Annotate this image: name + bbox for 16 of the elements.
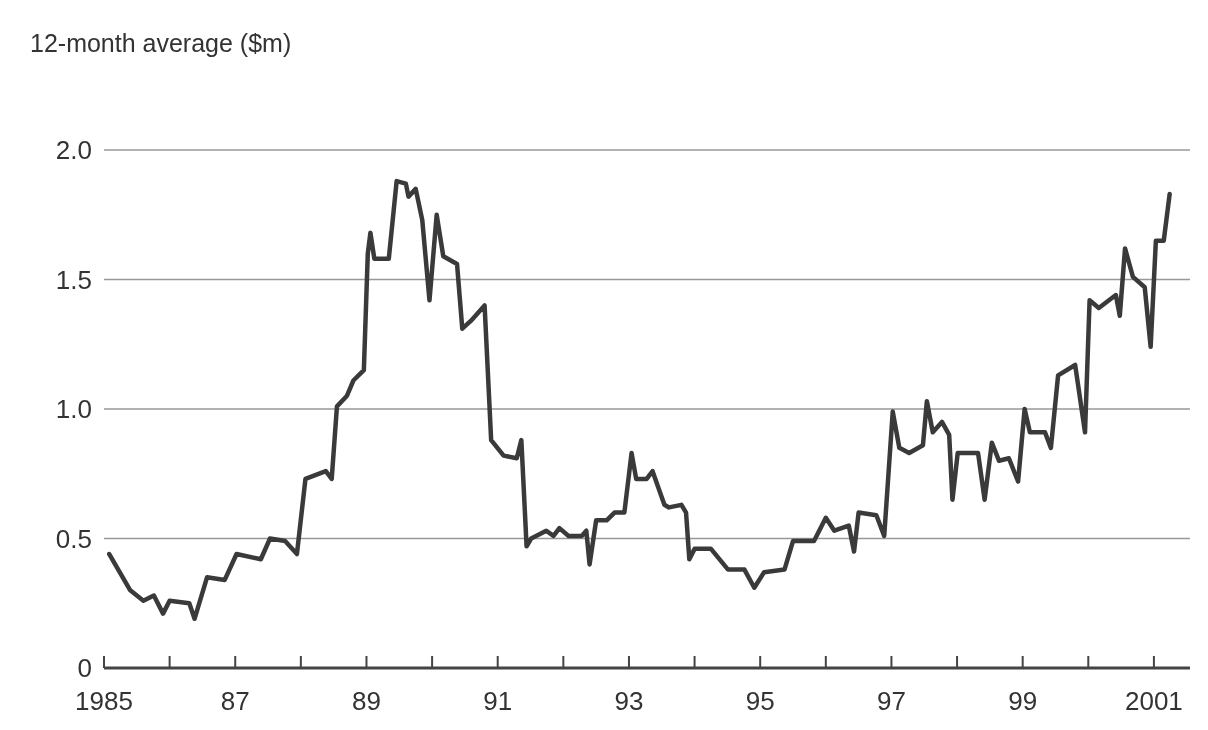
x-tick-label: 95 — [745, 686, 775, 716]
x-tick-label: 93 — [614, 686, 644, 716]
x-tick-label: 1985 — [75, 686, 133, 716]
y-tick-label: 2.0 — [55, 135, 92, 165]
x-tick-label: 91 — [483, 686, 513, 716]
y-tick-label: 0 — [77, 653, 92, 683]
y-tick-label: 1.5 — [55, 264, 92, 295]
y-tick-label: 1.0 — [55, 394, 92, 424]
x-tick-label: 89 — [352, 686, 381, 716]
x-tick-label: 99 — [1008, 686, 1038, 716]
y-axis-title: 12-month average ($m) — [30, 29, 292, 57]
x-tick-label: 2001 — [1124, 686, 1183, 716]
line-series — [107, 178, 1172, 622]
x-tick-label: 87 — [220, 686, 250, 716]
y-tick-label: 0.5 — [55, 523, 92, 554]
x-tick-label: 97 — [876, 686, 906, 716]
